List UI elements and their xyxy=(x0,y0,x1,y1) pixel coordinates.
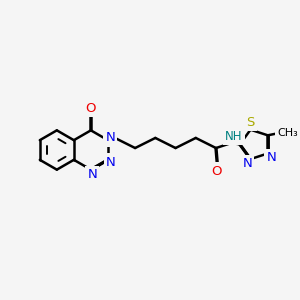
Text: CH₃: CH₃ xyxy=(278,128,298,137)
Text: O: O xyxy=(85,102,96,115)
Text: N: N xyxy=(106,156,116,169)
Text: N: N xyxy=(87,168,97,181)
Text: O: O xyxy=(212,165,222,178)
Text: N: N xyxy=(242,157,252,170)
Text: NH: NH xyxy=(225,130,242,143)
Text: N: N xyxy=(266,151,276,164)
Text: N: N xyxy=(105,131,115,144)
Text: S: S xyxy=(246,116,255,129)
